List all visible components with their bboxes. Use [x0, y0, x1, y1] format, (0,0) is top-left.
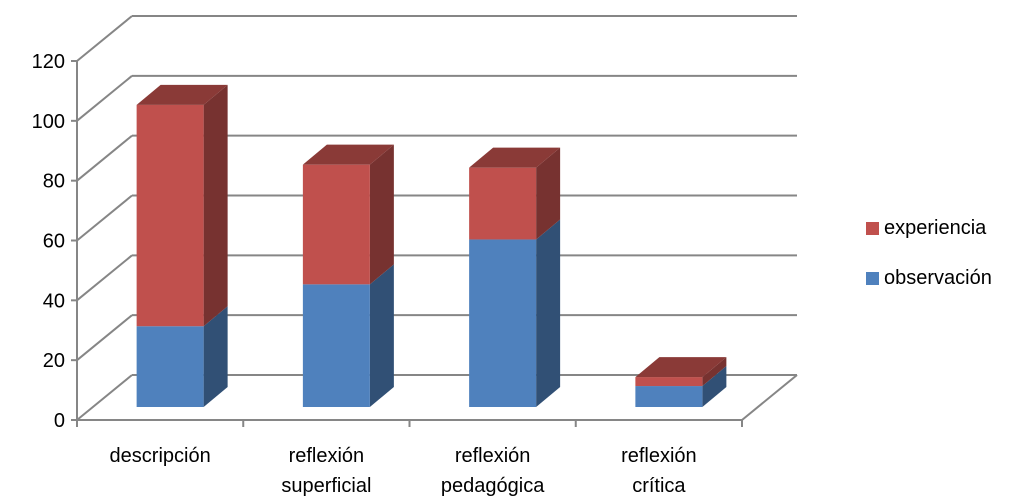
- gridline-diagonal: [76, 254, 133, 302]
- y-tick-label: 20: [43, 350, 65, 372]
- x-tick-label: crítica: [632, 475, 686, 497]
- bar-top-experiencia: [136, 84, 228, 105]
- bar-side-observación: [702, 366, 727, 407]
- bar-top-experiencia: [469, 147, 561, 168]
- gridline-diagonal: [76, 314, 133, 361]
- legend-swatch-observación: [866, 272, 879, 285]
- gridline-diagonal: [76, 134, 133, 182]
- x-tick-label: reflexión: [455, 445, 531, 467]
- gridline-diagonal: [76, 75, 133, 122]
- bar-side-experiencia: [203, 84, 228, 327]
- gridline-diagonal: [76, 374, 133, 421]
- bar-experiencia: [302, 164, 370, 285]
- x-tick-label: superficial: [281, 475, 371, 497]
- floor-right-edge: [741, 374, 798, 421]
- y-tick-label: 100: [32, 111, 65, 133]
- bar-top-experiencia: [302, 144, 394, 165]
- y-tick-label: 0: [54, 410, 65, 432]
- y-tick-label: 120: [32, 51, 65, 73]
- bar-side-experiencia: [702, 357, 727, 387]
- y-tick-label: 80: [43, 171, 65, 193]
- bar-experiencia: [469, 167, 537, 240]
- bar-side-observación: [536, 219, 561, 407]
- bar-side-observación: [369, 264, 394, 407]
- y-tick-label: 40: [43, 290, 65, 312]
- x-tick-label: pedagógica: [441, 475, 545, 497]
- y-tick-label: 60: [43, 231, 65, 253]
- bar-experiencia: [635, 377, 703, 387]
- bar-observación: [635, 386, 703, 407]
- gridline-diagonal: [76, 15, 133, 62]
- bar-experiencia: [136, 104, 204, 327]
- bar-top-experiencia: [635, 357, 727, 378]
- bar-side-experiencia: [369, 144, 394, 285]
- x-tick-label: reflexión: [289, 445, 365, 467]
- bar-side-experiencia: [536, 147, 561, 240]
- x-tick-label: descripción: [110, 445, 211, 467]
- x-tick-label: reflexión: [621, 445, 697, 467]
- bar-observación: [469, 239, 537, 407]
- bar-observación: [136, 326, 204, 407]
- bar-side-observación: [203, 306, 228, 407]
- bar-observación: [302, 284, 370, 407]
- legend-swatch-experiencia: [866, 222, 879, 235]
- legend-label-experiencia: experiencia: [884, 217, 987, 239]
- gridline-diagonal: [76, 194, 133, 242]
- legend-label-observación: observación: [884, 267, 992, 289]
